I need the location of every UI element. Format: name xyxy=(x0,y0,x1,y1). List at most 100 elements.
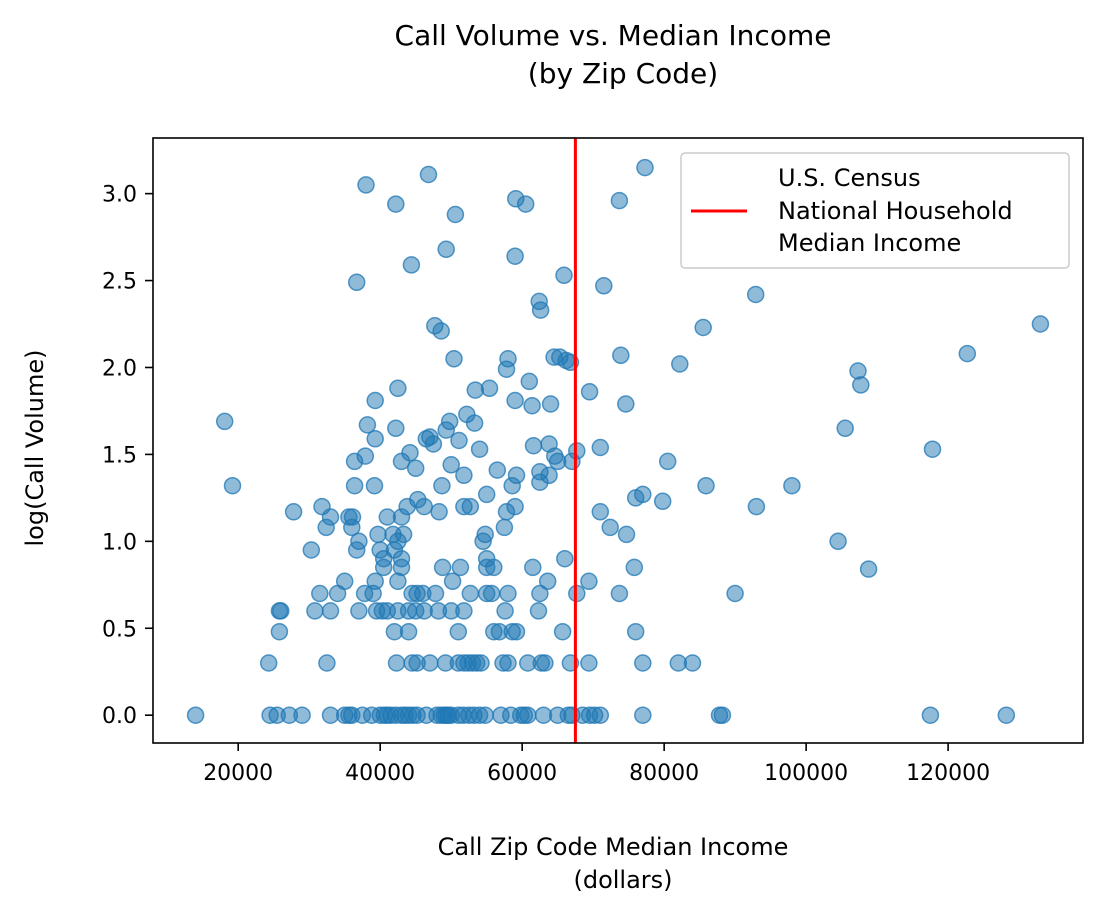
y-tick-label: 0.5 xyxy=(102,617,137,642)
data-point xyxy=(849,362,867,380)
data-point xyxy=(347,273,366,292)
chart-title: Call Volume vs. Median Income xyxy=(395,19,832,52)
legend-text-line-1: U.S. Census xyxy=(778,164,921,192)
data-point xyxy=(318,654,336,672)
data-point xyxy=(366,572,384,591)
data-point xyxy=(958,344,977,363)
y-tick-label: 1.0 xyxy=(102,530,137,555)
data-point xyxy=(507,622,526,641)
data-point xyxy=(536,654,554,672)
data-point xyxy=(601,518,619,537)
data-point xyxy=(531,584,549,603)
data-point xyxy=(1031,315,1050,333)
data-point xyxy=(520,372,539,391)
data-point xyxy=(636,158,654,177)
data-point xyxy=(343,508,362,526)
data-point xyxy=(259,654,278,672)
data-point xyxy=(421,654,439,672)
y-tick-label: 2.0 xyxy=(102,356,137,381)
data-point xyxy=(556,549,574,568)
legend-box xyxy=(680,152,1070,269)
data-point xyxy=(466,381,485,399)
data-point xyxy=(507,466,526,485)
data-point xyxy=(356,447,375,465)
data-point xyxy=(357,176,375,194)
data-point xyxy=(829,532,847,551)
data-point xyxy=(499,350,517,368)
data-point xyxy=(366,391,384,410)
legend: U.S. Census National Household Median In… xyxy=(680,152,1070,269)
data-point xyxy=(306,602,324,620)
data-point xyxy=(470,440,489,458)
data-point xyxy=(496,602,514,620)
data-point xyxy=(499,654,517,672)
x-tick-label: 100000 xyxy=(764,761,848,786)
data-point xyxy=(321,508,340,526)
data-point xyxy=(440,412,459,431)
data-point xyxy=(223,476,242,495)
data-point xyxy=(442,456,460,474)
data-point xyxy=(445,350,463,368)
data-point xyxy=(591,503,610,521)
y-tick-label: 3.0 xyxy=(102,183,137,208)
data-point xyxy=(531,301,550,319)
data-point xyxy=(529,602,548,620)
data-point xyxy=(531,463,549,481)
y-axis-ticks: 0.0 0.5 1.0 1.5 2.0 2.5 3.0 xyxy=(102,183,153,729)
data-point xyxy=(450,431,468,450)
chart-subtitle: (by Zip Code) xyxy=(528,57,718,90)
data-point xyxy=(726,584,744,603)
data-point xyxy=(369,525,387,544)
data-point xyxy=(524,436,543,455)
data-point xyxy=(186,706,205,724)
data-point xyxy=(270,622,289,641)
data-point xyxy=(482,584,501,603)
data-point xyxy=(516,195,535,213)
x-tick-label: 80000 xyxy=(629,761,699,786)
data-point xyxy=(553,622,572,641)
data-point xyxy=(555,266,573,285)
data-point xyxy=(747,497,766,516)
data-point xyxy=(783,476,801,495)
data-point xyxy=(713,706,732,724)
data-point xyxy=(506,497,524,516)
data-point xyxy=(499,584,517,603)
data-point xyxy=(293,706,311,724)
data-point xyxy=(671,355,689,373)
data-point xyxy=(523,396,541,415)
data-point xyxy=(610,584,629,603)
data-point xyxy=(746,285,765,304)
x-tick-label: 120000 xyxy=(906,761,990,786)
data-point xyxy=(421,428,439,446)
data-point xyxy=(461,584,480,603)
legend-text-line-3: Median Income xyxy=(778,229,961,257)
data-point xyxy=(541,395,560,413)
data-point xyxy=(626,622,645,641)
data-point xyxy=(506,247,524,265)
data-point xyxy=(653,492,672,511)
x-axis-label: Call Zip Code Median Income xyxy=(438,833,789,861)
data-point xyxy=(311,584,329,603)
x-tick-label: 60000 xyxy=(487,761,557,786)
data-point xyxy=(415,497,433,516)
data-point xyxy=(921,706,940,724)
data-point xyxy=(697,476,715,495)
data-point xyxy=(446,205,465,224)
data-point xyxy=(465,414,484,432)
data-point xyxy=(284,503,303,521)
data-point xyxy=(859,560,878,578)
y-tick-label: 2.5 xyxy=(102,270,137,295)
data-point xyxy=(612,346,630,365)
data-point xyxy=(215,412,234,431)
data-point xyxy=(658,452,677,471)
data-point xyxy=(694,318,712,337)
data-point xyxy=(591,438,610,457)
data-point xyxy=(580,572,598,591)
data-point xyxy=(358,416,377,434)
data-point xyxy=(634,706,652,724)
legend-text-line-2: National Household xyxy=(778,197,1013,225)
data-point xyxy=(399,622,418,641)
data-point xyxy=(997,706,1016,724)
data-point xyxy=(433,476,451,495)
